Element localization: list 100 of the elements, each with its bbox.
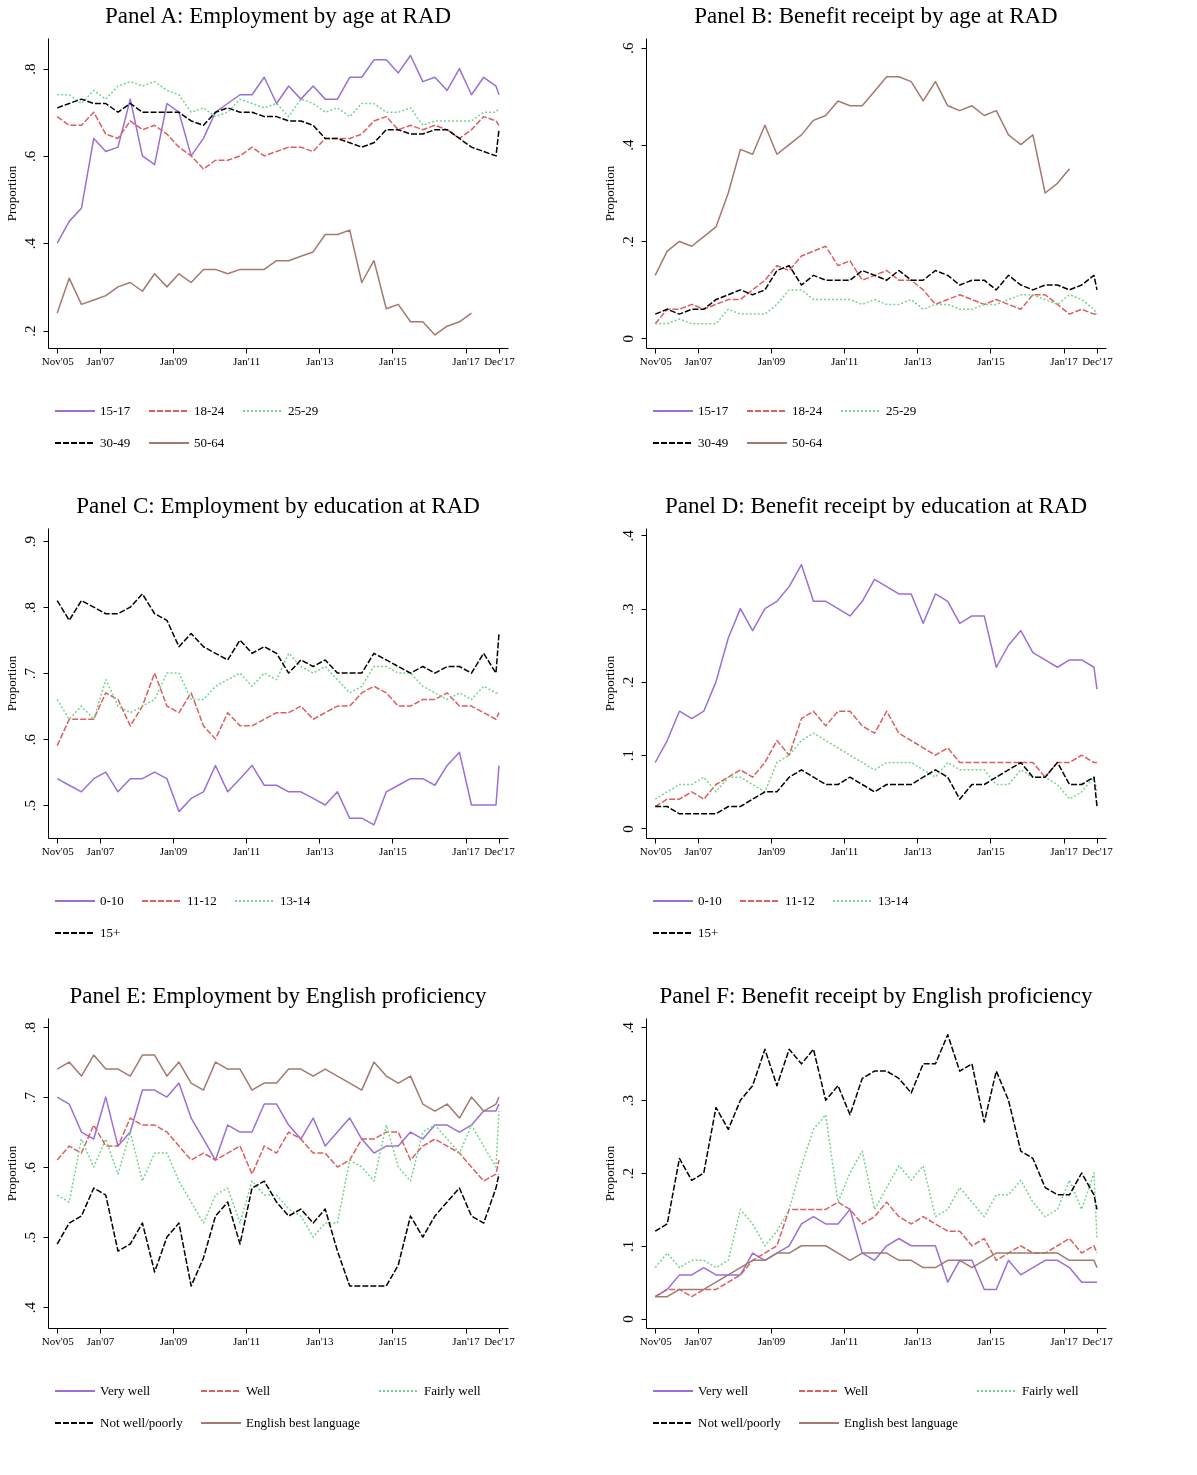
y-tick-label: .3	[619, 1095, 636, 1107]
x-tick-label: Jan'07	[684, 1334, 713, 1347]
chart-title: Panel B: Benefit receipt by age at RAD	[694, 3, 1058, 28]
legend-label: 13-14	[280, 893, 311, 908]
x-tick-label: Jan'11	[232, 844, 261, 857]
x-tick-label: Nov'05	[41, 1334, 75, 1347]
y-tick-label: .1	[619, 1240, 636, 1252]
y-tick-label: .6	[21, 733, 38, 746]
x-tick-label: Jan'09	[757, 354, 786, 367]
x-tick-label: Jan'15	[379, 354, 408, 367]
legend-label: Fairly well	[1022, 1383, 1080, 1398]
y-axis-title: Proportion	[3, 165, 19, 222]
y-tick-label: .4	[21, 1301, 38, 1314]
y-tick-label: .8	[21, 1021, 38, 1034]
line-series	[56, 229, 473, 336]
x-tick-label: Dec'17	[484, 354, 516, 367]
legend-label: 0-10	[100, 893, 124, 908]
x-tick-label: Jan'13	[305, 1334, 335, 1347]
y-tick-label: .4	[619, 1021, 636, 1034]
x-tick-label: Jan'13	[903, 844, 933, 857]
x-tick-label: Jan'17	[1050, 844, 1079, 857]
chart-title: Panel E: Employment by English proficiency	[69, 983, 488, 1008]
y-tick-label: .6	[21, 150, 38, 163]
y-tick-label: .2	[619, 676, 636, 689]
legend-label: 13-14	[878, 893, 909, 908]
legend-label: 15+	[698, 925, 719, 940]
legend-label: Well	[246, 1383, 271, 1398]
y-tick-label: 0	[619, 825, 636, 833]
line-series	[654, 1033, 1098, 1232]
legend-label: 15-17	[698, 403, 729, 418]
legend-label: 30-49	[100, 435, 131, 450]
line-series	[56, 1173, 500, 1287]
x-tick-label: Jan'13	[903, 354, 933, 367]
chart-title: Panel D: Benefit receipt by education at RAD	[664, 493, 1088, 518]
x-tick-label: Jan'11	[830, 354, 859, 367]
line-series	[56, 751, 500, 826]
line-series	[654, 245, 1098, 325]
y-tick-label: .7	[21, 1091, 38, 1104]
x-tick-label: Jan'15	[977, 354, 1006, 367]
x-tick-label: Jan'17	[452, 844, 481, 857]
y-tick-label: .4	[619, 138, 636, 151]
chart-title: Panel A: Employment by age at RAD	[104, 3, 452, 28]
y-axis-title: Proportion	[601, 655, 617, 712]
legend-label: 30-49	[698, 435, 729, 450]
legend-label: Very well	[100, 1383, 151, 1398]
y-tick-label: .6	[21, 1161, 38, 1174]
legend-label: 18-24	[792, 403, 823, 418]
x-tick-label: Jan'15	[379, 1334, 408, 1347]
legend-label: 25-29	[886, 403, 917, 418]
x-tick-label: Dec'17	[1082, 844, 1114, 857]
x-tick-label: Dec'17	[1082, 1334, 1114, 1347]
x-tick-label: Jan'17	[1050, 354, 1079, 367]
line-series	[56, 1082, 500, 1161]
line-series	[56, 593, 500, 674]
x-tick-label: Jan'17	[452, 354, 481, 367]
x-tick-label: Jan'15	[977, 844, 1006, 857]
legend-label: 50-64	[194, 435, 225, 450]
x-tick-label: Jan'09	[159, 1334, 188, 1347]
line-series	[56, 98, 500, 157]
line-series	[654, 1245, 1098, 1298]
line-series	[654, 76, 1071, 277]
y-tick-label: 0	[619, 335, 636, 343]
line-series	[654, 732, 1098, 800]
y-tick-label: .2	[619, 236, 636, 248]
y-tick-label: .6	[619, 42, 636, 54]
x-tick-label: Jan'09	[159, 844, 188, 857]
x-tick-label: Nov'05	[41, 844, 75, 857]
chart-title: Panel F: Benefit receipt by English proficiency	[659, 983, 1094, 1008]
line-series	[56, 111, 500, 170]
x-tick-label: Dec'17	[484, 1334, 516, 1347]
y-axis-title: Proportion	[601, 1145, 617, 1202]
x-tick-label: Nov'05	[639, 844, 673, 857]
line-series	[56, 1054, 500, 1119]
x-tick-label: Nov'05	[639, 354, 673, 367]
line-series	[654, 264, 1098, 315]
x-tick-label: Dec'17	[1082, 354, 1114, 367]
line-series	[654, 1114, 1098, 1269]
legend-label: English best language	[246, 1415, 361, 1430]
x-tick-label: Jan'11	[830, 1334, 859, 1347]
x-tick-label: Jan'07	[86, 844, 115, 857]
legend-label: 15+	[100, 925, 121, 940]
y-tick-label: .5	[21, 1231, 38, 1244]
x-tick-label: Jan'07	[86, 1334, 115, 1347]
x-tick-label: Jan'07	[684, 844, 713, 857]
legend-label: 11-12	[187, 893, 217, 908]
y-tick-label: .4	[619, 529, 636, 542]
x-tick-label: Jan'13	[903, 1334, 933, 1347]
x-tick-label: Jan'17	[1050, 1334, 1079, 1347]
y-axis-title: Proportion	[601, 165, 617, 222]
y-axis-title: Proportion	[3, 1145, 19, 1202]
legend-label: Fairly well	[424, 1383, 482, 1398]
chart-title: Panel C: Employment by education at RAD	[76, 493, 480, 518]
line-series	[56, 672, 500, 747]
line-series	[56, 1110, 500, 1238]
line-series	[56, 80, 500, 127]
x-tick-label: Jan'11	[232, 1334, 261, 1347]
y-tick-label: .1	[619, 750, 636, 762]
x-tick-label: Jan'09	[757, 1334, 786, 1347]
y-axis-title: Proportion	[3, 655, 19, 712]
legend-label: 0-10	[698, 893, 722, 908]
